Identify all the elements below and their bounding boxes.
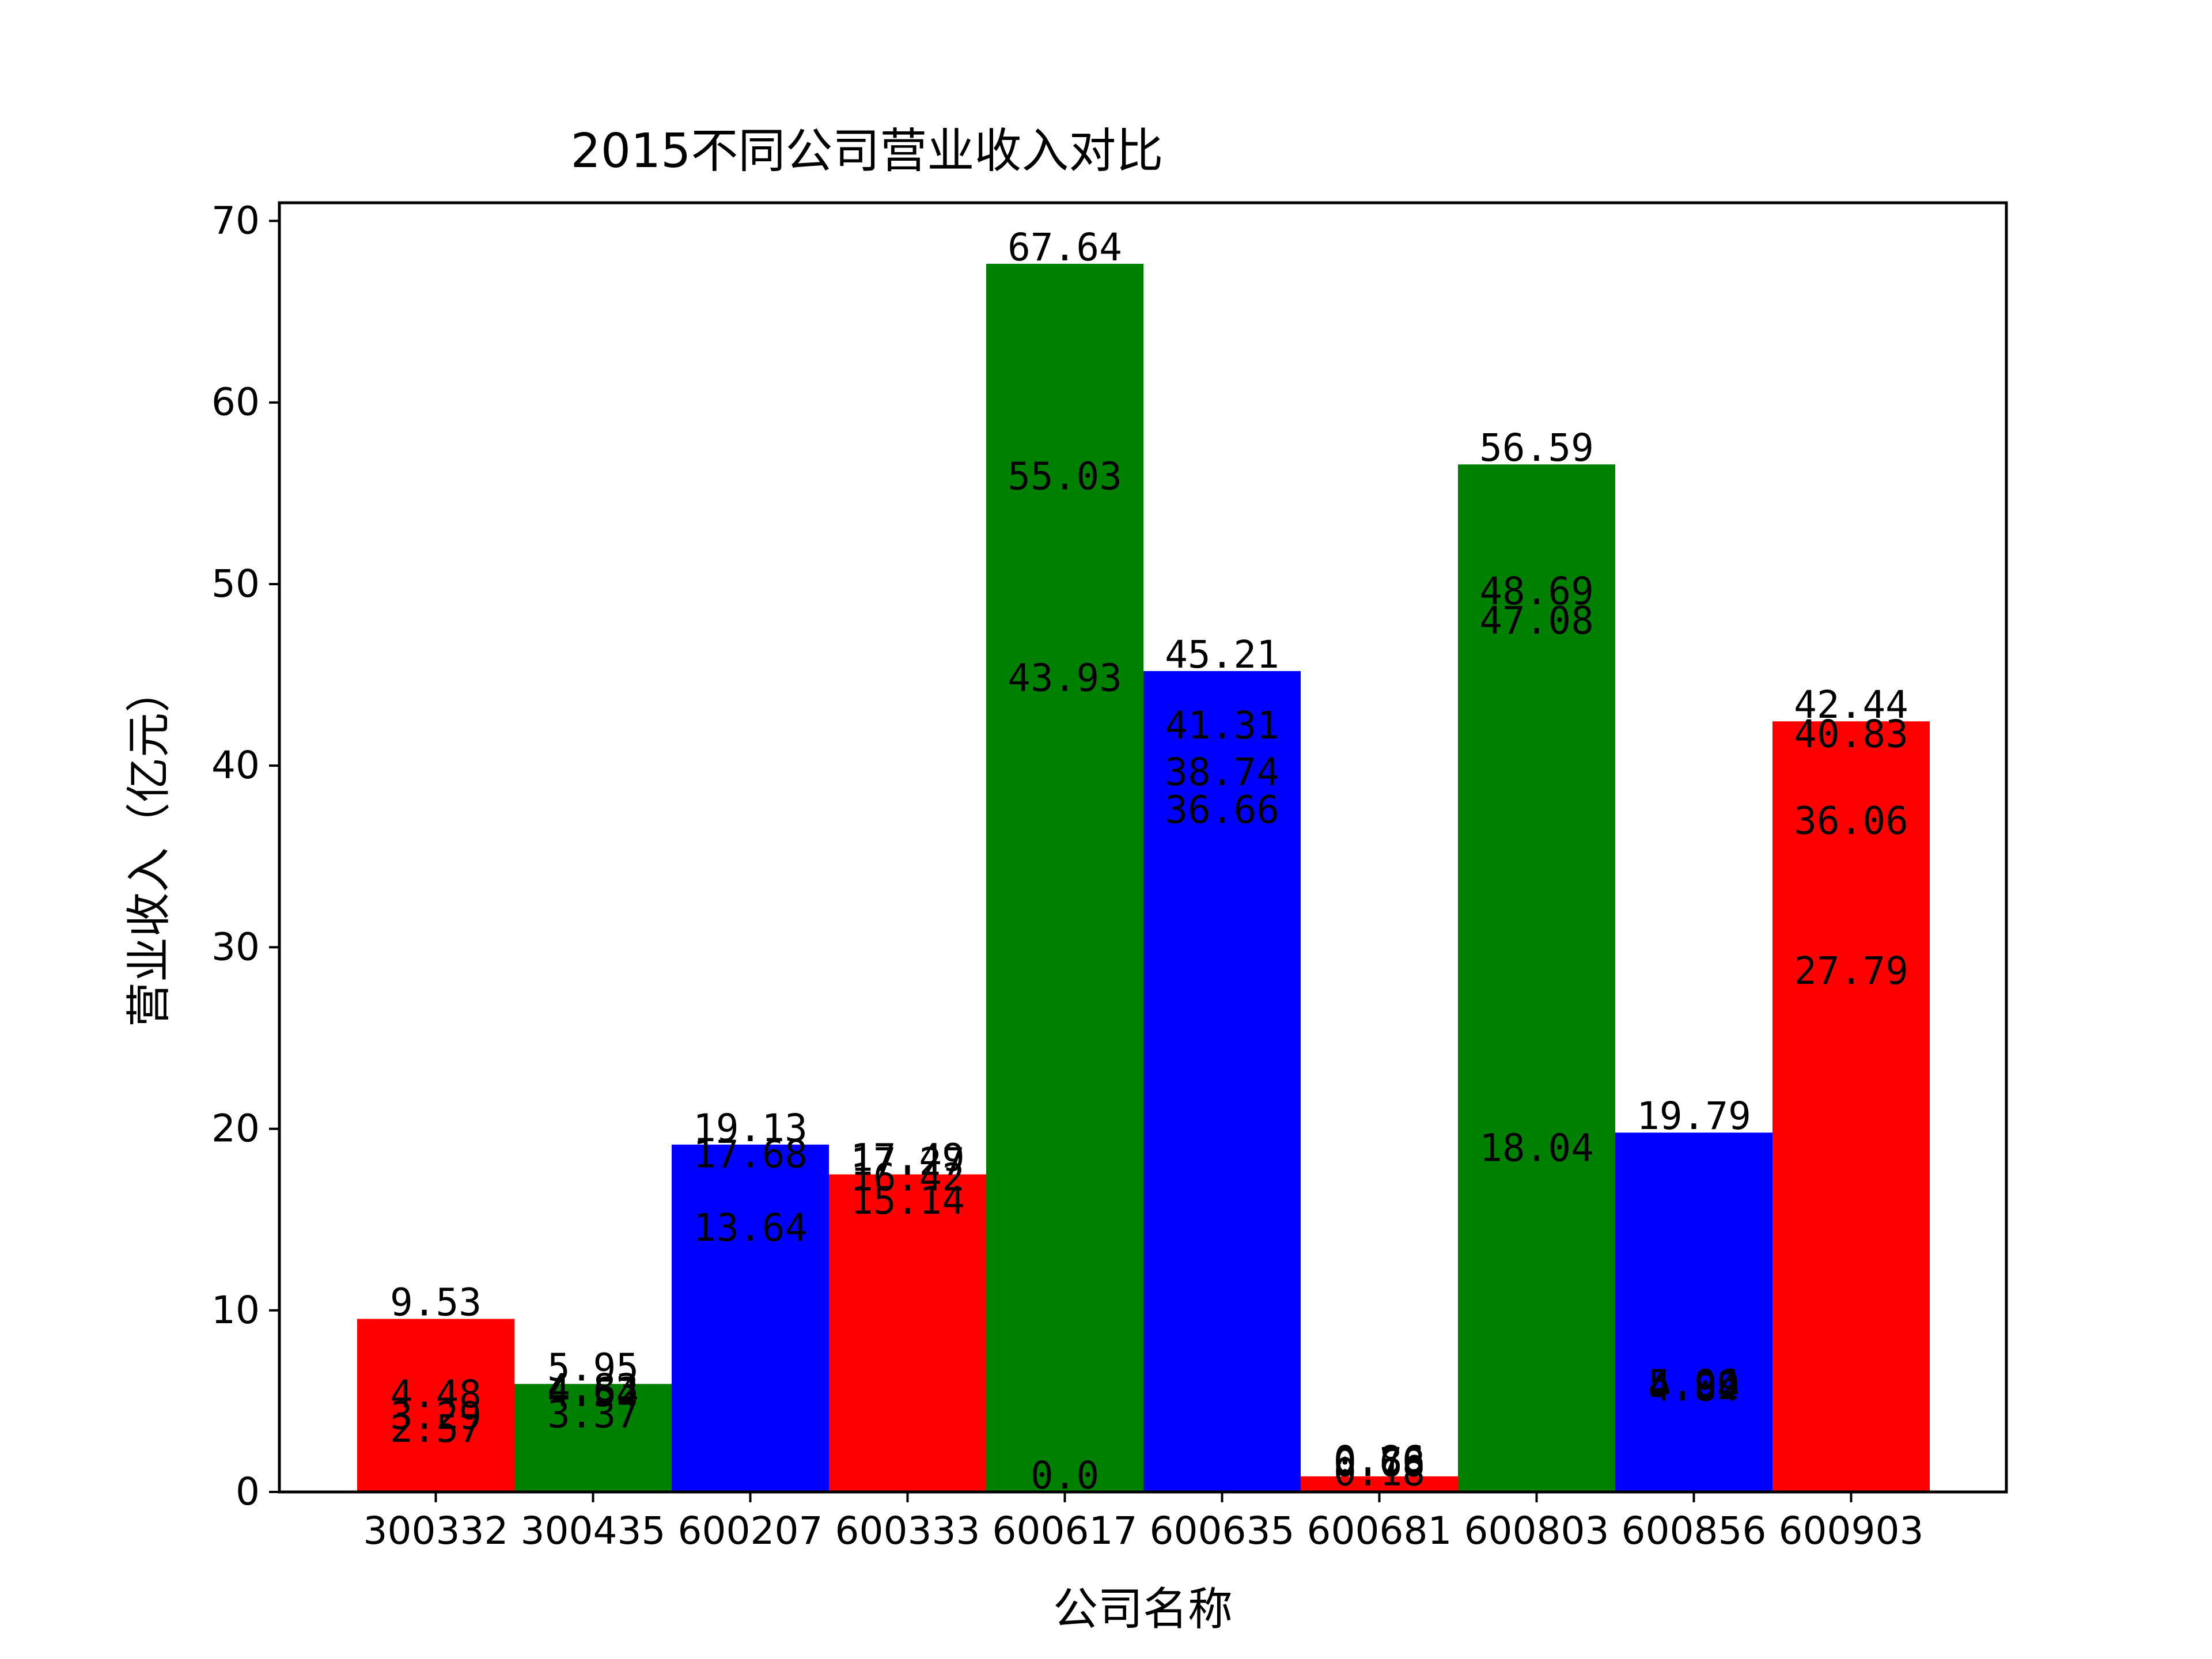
- value-label: 9.53: [390, 1281, 482, 1325]
- bar-600207: [672, 1145, 829, 1492]
- x-tick-label: 600617: [993, 1509, 1138, 1553]
- value-label: 3.29: [390, 1393, 482, 1438]
- value-label: 4.62: [547, 1369, 639, 1414]
- value-label: 18.04: [1479, 1126, 1594, 1170]
- x-tick-label: 600207: [678, 1509, 823, 1553]
- value-label: 19.13: [693, 1106, 808, 1150]
- value-label: 13.64: [693, 1206, 808, 1250]
- value-label: 41.31: [1165, 703, 1279, 748]
- bar-600333: [829, 1174, 986, 1492]
- y-tick-label: 20: [211, 1107, 260, 1151]
- value-label: 0.76: [1334, 1440, 1425, 1484]
- value-label: 4.83: [547, 1366, 639, 1410]
- value-label: 3.37: [547, 1392, 639, 1437]
- x-tick-label: 300435: [521, 1509, 666, 1553]
- value-label: 42.44: [1794, 683, 1908, 727]
- bar-600856: [1615, 1132, 1772, 1492]
- bar-600681: [1301, 1476, 1458, 1492]
- value-label: 67.64: [1007, 225, 1122, 270]
- value-label: 55.03: [1007, 454, 1122, 498]
- value-label: 0.68: [1334, 1441, 1425, 1486]
- y-tick-label: 70: [211, 199, 260, 243]
- y-tick-label: 0: [236, 1469, 260, 1514]
- value-label: 48.69: [1479, 569, 1594, 613]
- chart-title: 2015不同公司营业收入对比: [571, 124, 1164, 179]
- value-label: 15.14: [850, 1179, 965, 1223]
- value-label: 38.74: [1165, 750, 1279, 794]
- value-label: 5.95: [547, 1345, 639, 1389]
- value-label: 17.49: [850, 1136, 965, 1180]
- value-label: 4.84: [1648, 1365, 1740, 1410]
- plot-frame: [278, 201, 2008, 1494]
- value-label: 19.79: [1637, 1094, 1751, 1138]
- value-label: 17.27: [850, 1140, 965, 1184]
- x-tick-label: 600856: [1622, 1509, 1767, 1553]
- value-label: 17.68: [693, 1132, 808, 1177]
- value-label: 40.83: [1794, 712, 1908, 756]
- bar-600635: [1143, 671, 1301, 1492]
- value-label: 27.79: [1794, 949, 1908, 993]
- value-label: 47.08: [1479, 599, 1594, 643]
- x-tick-label: 600803: [1464, 1509, 1609, 1553]
- x-axis: 300332 300435 600207 600333 600617 600635 6006…: [363, 1492, 1924, 1553]
- x-axis-label: 公司名称: [1053, 1584, 1233, 1635]
- bar-300435: [514, 1384, 672, 1492]
- value-label: 4.54: [547, 1371, 639, 1415]
- bars-layer: [357, 263, 1930, 1493]
- value-labels-layer: 9.53 4.483.292.57 5.954.834.624.543.37 19.1…: [390, 225, 1908, 1498]
- value-label: 0.0: [1031, 1453, 1099, 1498]
- x-tick-label: 300332: [363, 1509, 509, 1553]
- y-tick-label: 50: [211, 562, 260, 606]
- bar-300332: [357, 1319, 514, 1492]
- bar-600803: [1458, 464, 1615, 1492]
- x-tick-label: 600681: [1307, 1509, 1452, 1553]
- value-label: 16.42: [850, 1155, 965, 1199]
- x-tick-label: 600333: [835, 1509, 980, 1553]
- y-axis: 0 10 20 30 40 50 60 70: [211, 199, 279, 1514]
- value-label: 4.48: [390, 1372, 482, 1416]
- value-label: 4.92: [1648, 1364, 1740, 1408]
- bar-600617: [986, 263, 1143, 1493]
- value-label: 36.06: [1794, 798, 1908, 843]
- value-label: 56.59: [1479, 426, 1594, 470]
- y-tick-label: 30: [211, 925, 260, 969]
- y-axis-label: 营业收入（亿元）: [123, 668, 175, 1027]
- y-tick-label: 60: [211, 380, 260, 425]
- value-label: 2.57: [390, 1407, 482, 1451]
- x-tick-label: 600635: [1150, 1509, 1295, 1553]
- value-label: 0.18: [1334, 1450, 1425, 1494]
- value-label: 36.66: [1165, 787, 1279, 832]
- value-label: 43.93: [1007, 656, 1122, 700]
- bar-600903: [1772, 721, 1930, 1492]
- value-label: 45.21: [1165, 632, 1279, 677]
- value-label: 5.06: [1648, 1362, 1740, 1406]
- y-tick-label: 40: [211, 743, 260, 787]
- y-tick-label: 10: [211, 1288, 260, 1332]
- value-label: 4.99: [1648, 1363, 1740, 1407]
- value-label: 0.86: [1334, 1438, 1425, 1482]
- x-tick-label: 600903: [1779, 1509, 1924, 1553]
